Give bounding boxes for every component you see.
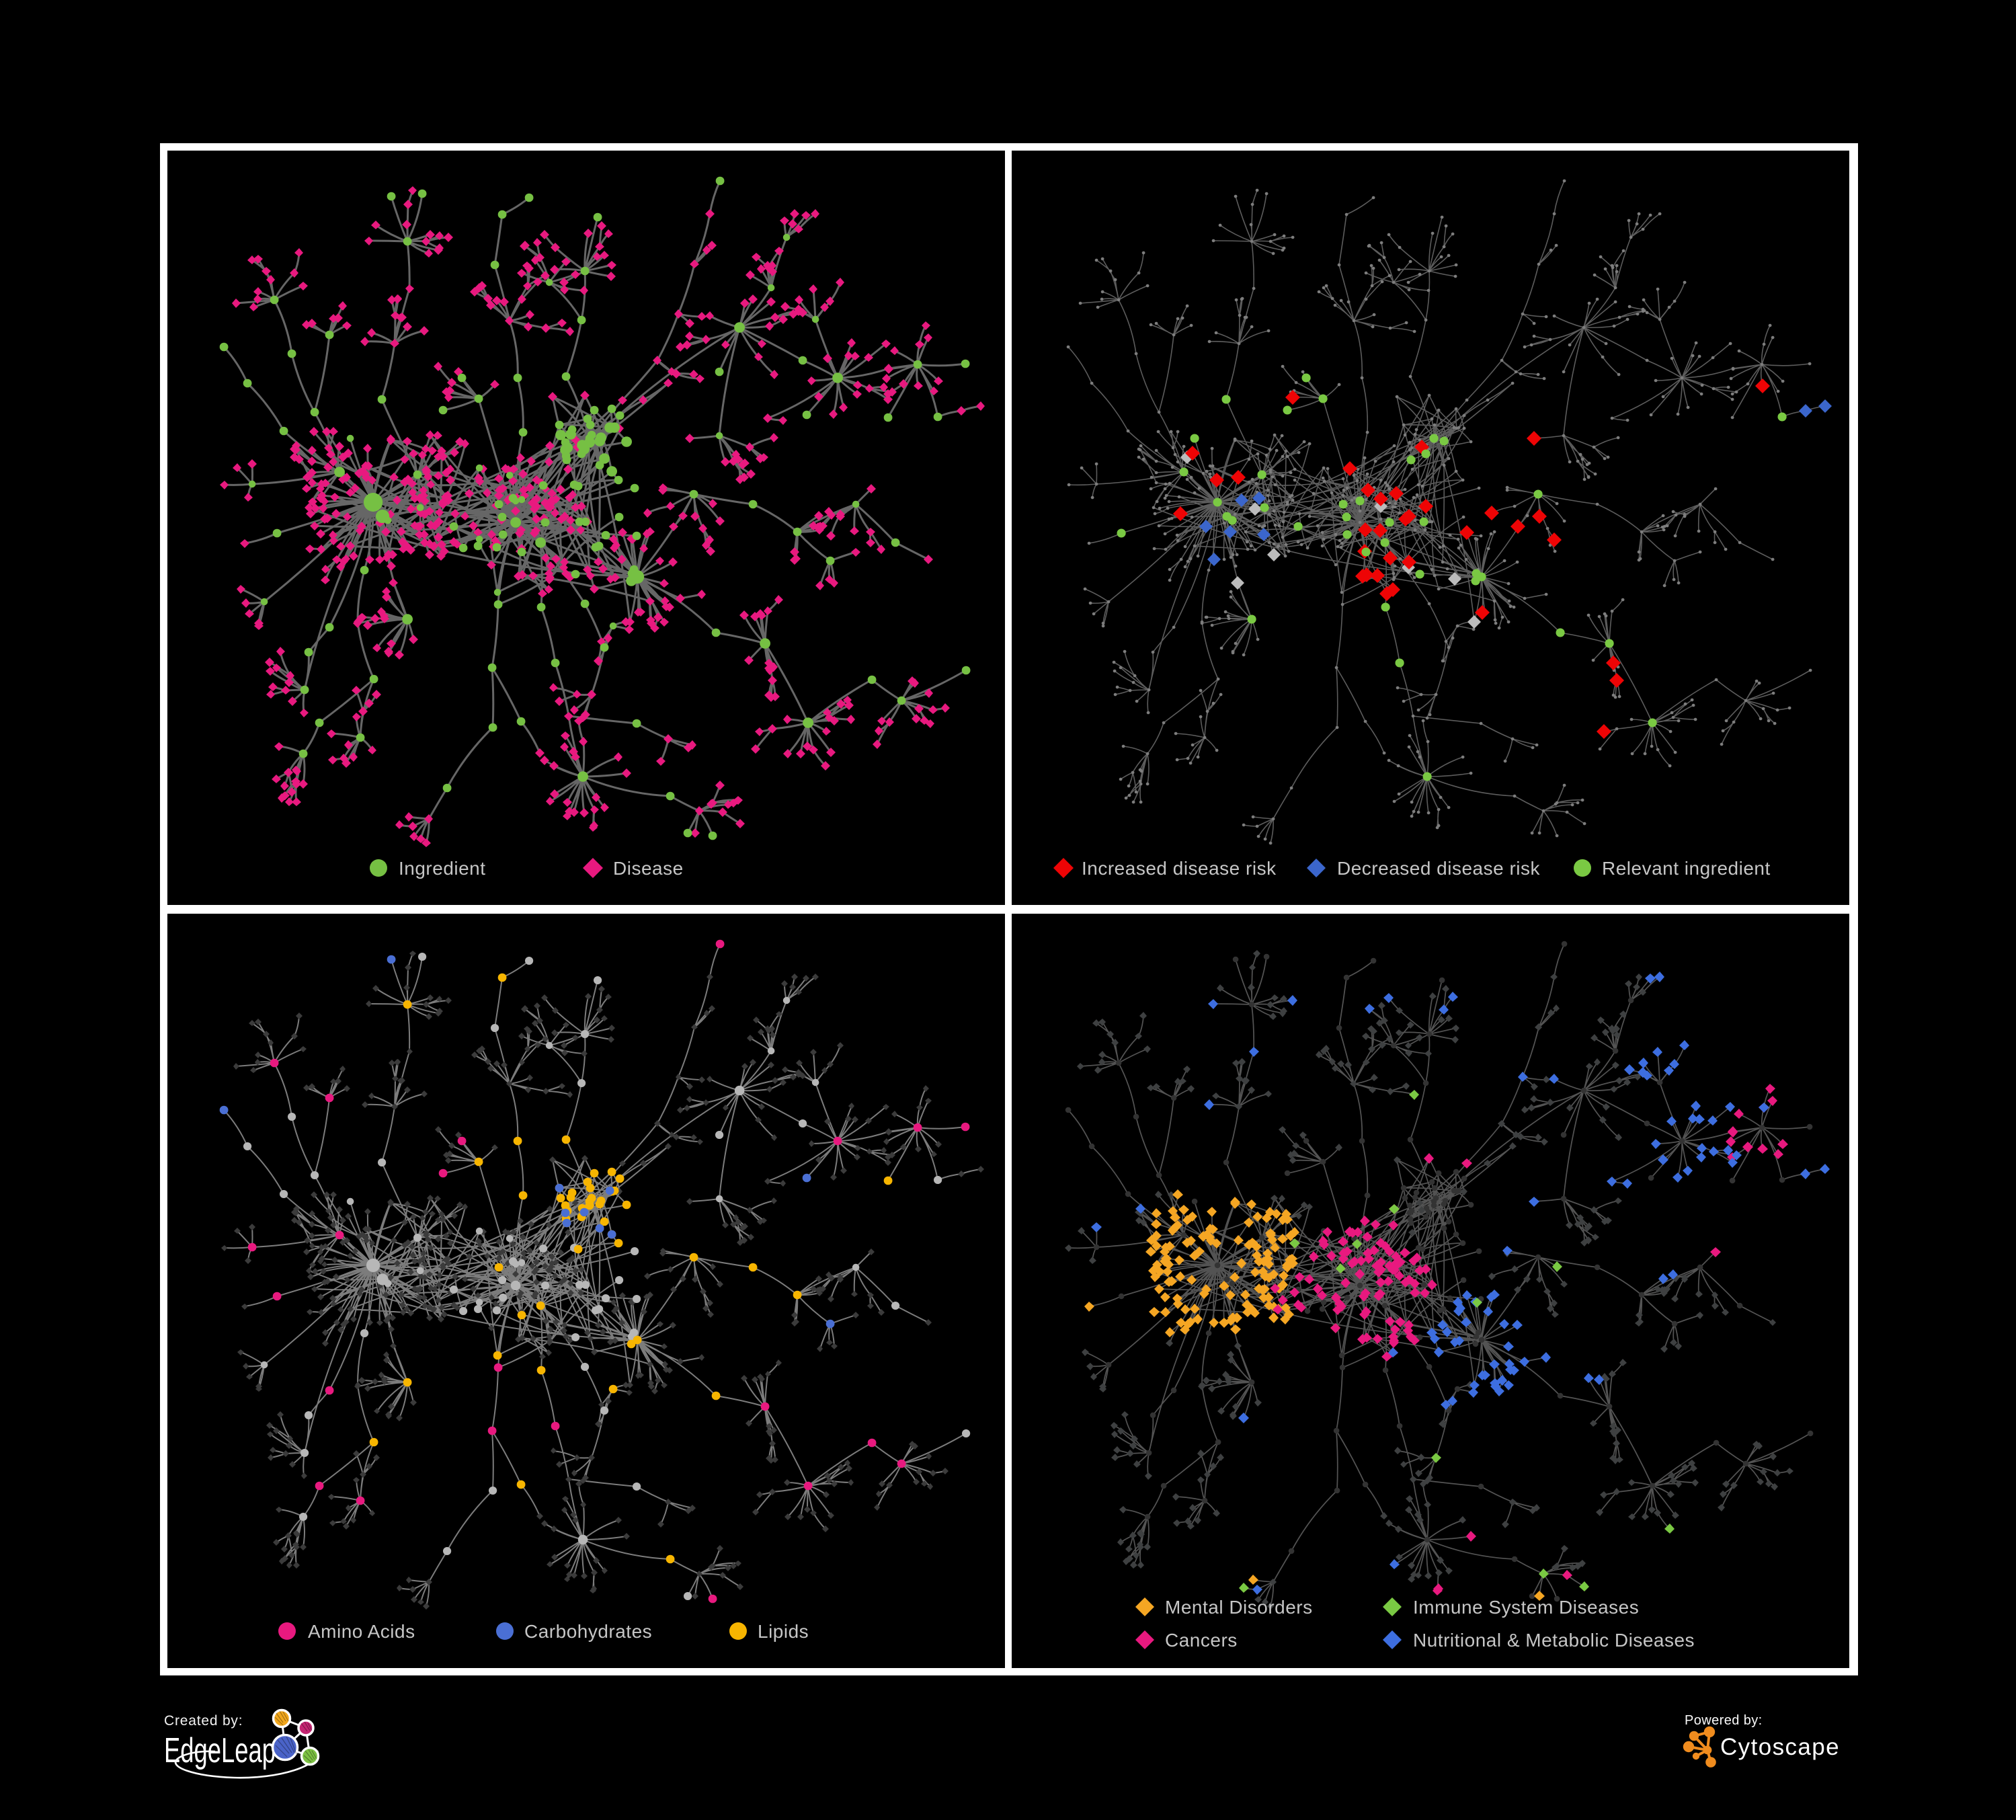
svg-text:EdgeLeap: EdgeLeap bbox=[164, 1730, 276, 1770]
svg-text:Lipids: Lipids bbox=[758, 1621, 809, 1642]
svg-text:Mental Disorders: Mental Disorders bbox=[1165, 1597, 1313, 1618]
svg-text:Increased disease risk: Increased disease risk bbox=[1082, 858, 1277, 879]
svg-text:Cancers: Cancers bbox=[1165, 1630, 1238, 1651]
svg-text:Powered by:: Powered by: bbox=[1685, 1713, 1763, 1728]
svg-text:Immune System Diseases: Immune System Diseases bbox=[1413, 1597, 1639, 1618]
svg-text:Created by:: Created by: bbox=[164, 1713, 243, 1729]
svg-text:Ingredient: Ingredient bbox=[399, 858, 486, 879]
svg-text:Carbohydrates: Carbohydrates bbox=[524, 1621, 652, 1642]
svg-text:Cytoscape: Cytoscape bbox=[1720, 1734, 1840, 1760]
svg-text:Nutritional & Metabolic Diseas: Nutritional & Metabolic Diseases bbox=[1413, 1630, 1695, 1651]
svg-text:Disease: Disease bbox=[613, 858, 684, 879]
svg-text:Amino Acids: Amino Acids bbox=[308, 1621, 415, 1642]
svg-text:Decreased disease risk: Decreased disease risk bbox=[1337, 858, 1541, 879]
svg-text:Relevant ingredient: Relevant ingredient bbox=[1602, 858, 1771, 879]
